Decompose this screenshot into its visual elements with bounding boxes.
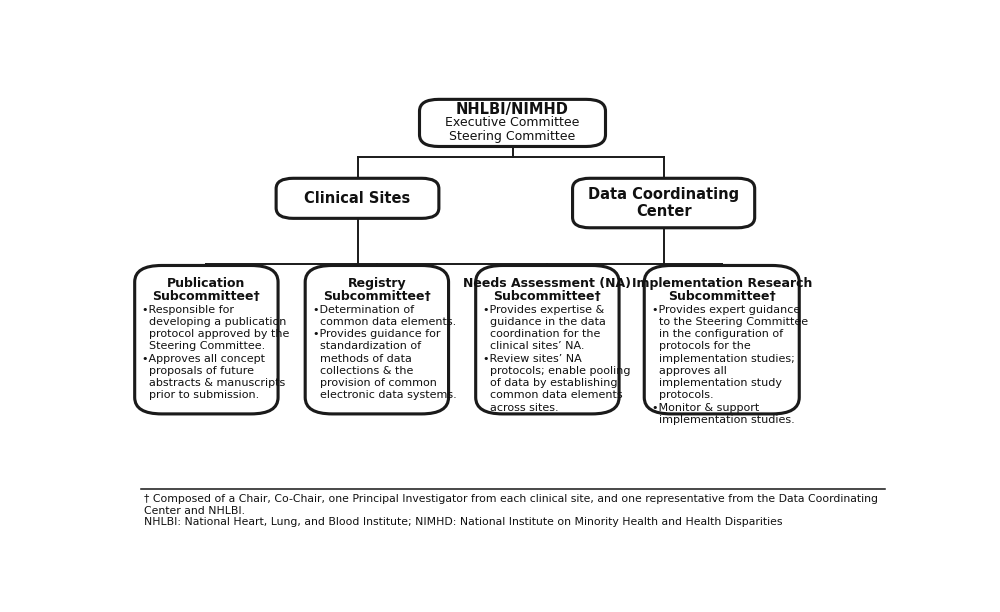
Text: clinical sites’ NA.: clinical sites’ NA. <box>483 341 585 351</box>
Text: † Composed of a Chair, Co-Chair, one Principal Investigator from each clinical s: † Composed of a Chair, Co-Chair, one Pri… <box>144 494 878 504</box>
Text: protocols for the: protocols for the <box>652 341 751 351</box>
Text: Data Coordinating: Data Coordinating <box>588 187 739 202</box>
Text: guidance in the data: guidance in the data <box>483 317 606 327</box>
FancyBboxPatch shape <box>305 266 449 414</box>
Text: Subcommittee†: Subcommittee† <box>668 291 776 304</box>
Text: NHLBI: National Heart, Lung, and Blood Institute; NIMHD: National Institute on M: NHLBI: National Heart, Lung, and Blood I… <box>144 517 783 528</box>
FancyBboxPatch shape <box>573 178 755 228</box>
Text: •Provides expert guidance: •Provides expert guidance <box>652 305 800 315</box>
Text: •Determination of: •Determination of <box>313 305 414 315</box>
Text: methods of data: methods of data <box>313 354 412 364</box>
Text: Center and NHLBI.: Center and NHLBI. <box>144 506 245 515</box>
Text: Steering Committee: Steering Committee <box>449 130 576 143</box>
Text: •Approves all concept: •Approves all concept <box>142 354 265 364</box>
Text: across sites.: across sites. <box>483 403 559 412</box>
Text: •Provides guidance for: •Provides guidance for <box>313 329 440 339</box>
Text: common data elements.: common data elements. <box>313 317 456 327</box>
Text: coordination for the: coordination for the <box>483 329 601 339</box>
FancyBboxPatch shape <box>644 266 799 414</box>
FancyBboxPatch shape <box>135 266 278 414</box>
Text: Subcommittee†: Subcommittee† <box>152 291 260 304</box>
FancyBboxPatch shape <box>420 99 606 146</box>
Text: collections & the: collections & the <box>313 366 413 376</box>
Text: developing a publication: developing a publication <box>142 317 287 327</box>
FancyBboxPatch shape <box>276 178 439 218</box>
Text: Subcommittee†: Subcommittee† <box>494 291 601 304</box>
Text: electronic data systems.: electronic data systems. <box>313 390 457 400</box>
Text: Registry: Registry <box>348 277 406 290</box>
Text: implementation studies;: implementation studies; <box>652 354 795 364</box>
Text: provision of common: provision of common <box>313 378 437 388</box>
Text: Implementation Research: Implementation Research <box>632 277 812 290</box>
Text: protocols.: protocols. <box>652 390 714 400</box>
Text: protocol approved by the: protocol approved by the <box>142 329 290 339</box>
Text: •Provides expertise &: •Provides expertise & <box>483 305 605 315</box>
Text: •Responsible for: •Responsible for <box>142 305 234 315</box>
Text: abstracts & manuscripts: abstracts & manuscripts <box>142 378 286 388</box>
Text: Clinical Sites: Clinical Sites <box>304 191 411 206</box>
Text: •Review sites’ NA: •Review sites’ NA <box>483 354 582 364</box>
Text: Subcommittee†: Subcommittee† <box>323 291 431 304</box>
Text: protocols; enable pooling: protocols; enable pooling <box>483 366 631 376</box>
Text: proposals of future: proposals of future <box>142 366 254 376</box>
Text: Publication: Publication <box>167 277 246 290</box>
Text: implementation studies.: implementation studies. <box>652 415 795 425</box>
Text: Needs Assessment (NA): Needs Assessment (NA) <box>463 277 631 290</box>
Text: prior to submission.: prior to submission. <box>142 390 260 400</box>
Text: common data elements: common data elements <box>483 390 623 400</box>
Text: implementation study: implementation study <box>652 378 782 388</box>
Text: NHLBI/NIMHD: NHLBI/NIMHD <box>456 102 569 118</box>
Text: Executive Committee: Executive Committee <box>445 116 580 129</box>
FancyBboxPatch shape <box>476 266 619 414</box>
Text: in the configuration of: in the configuration of <box>652 329 783 339</box>
Text: Steering Committee.: Steering Committee. <box>142 341 266 351</box>
Text: of data by establishing: of data by establishing <box>483 378 618 388</box>
Text: approves all: approves all <box>652 366 727 376</box>
Text: to the Steering Committee: to the Steering Committee <box>652 317 808 327</box>
Text: standardization of: standardization of <box>313 341 421 351</box>
Text: Center: Center <box>636 204 691 219</box>
Text: •Monitor & support: •Monitor & support <box>652 403 759 412</box>
